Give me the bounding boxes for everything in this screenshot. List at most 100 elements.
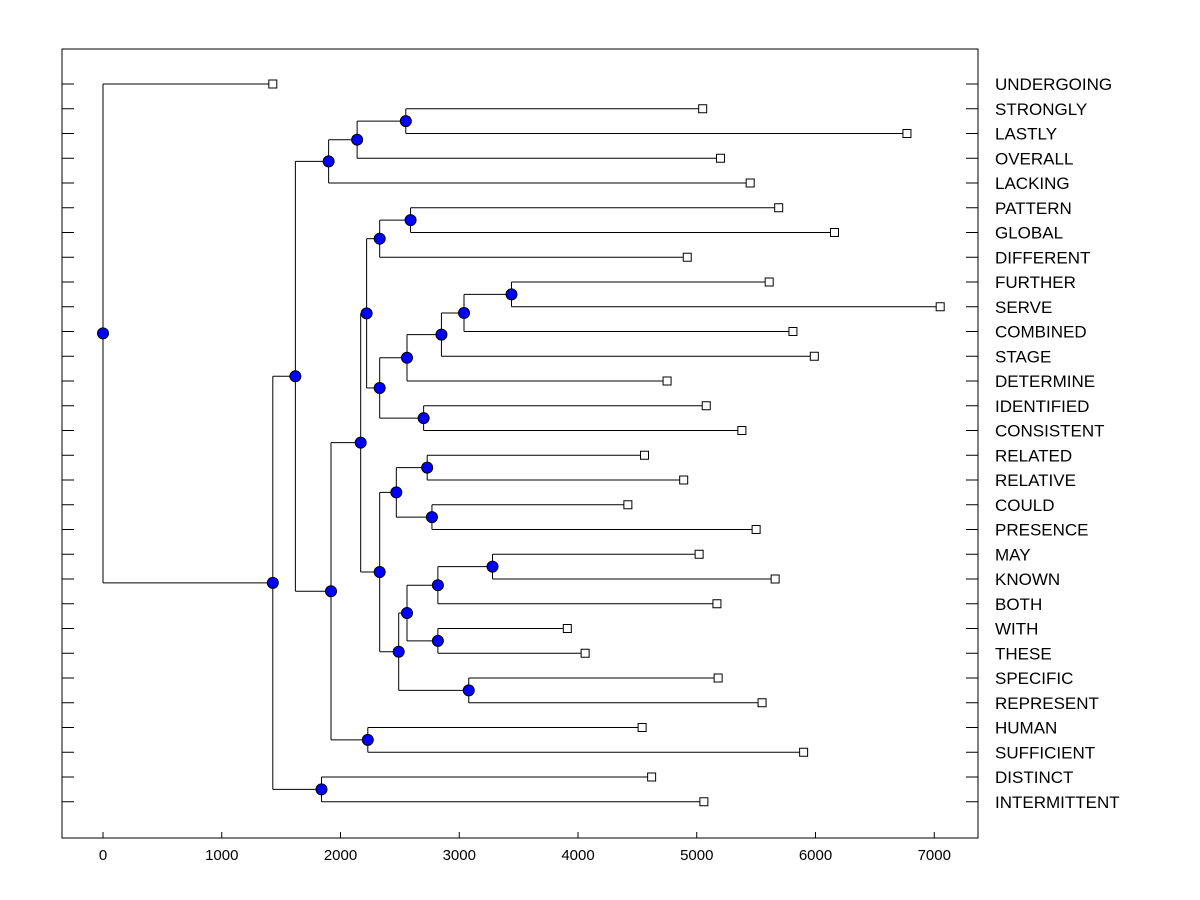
leaf-labels: UNDERGOING STRONGLY LASTLY OVERALL LACKING PA… [995, 75, 1120, 812]
leaf-marker [713, 673, 723, 683]
merge-node [505, 288, 518, 301]
leaf-label: STAGE [995, 347, 1051, 366]
merge-node [97, 327, 109, 340]
leaf-marker [737, 426, 747, 435]
merge-node [404, 214, 417, 227]
x-axis: 0 1000 2000 3000 4000 5000 6000 7000 [99, 832, 951, 864]
merge-node [373, 381, 386, 394]
merge-node [361, 733, 374, 746]
x-tick-label: 6000 [799, 847, 832, 864]
leaf-label: DETERMINE [995, 372, 1095, 391]
leaf-marker [764, 277, 774, 287]
leaf-marker [699, 797, 709, 807]
leaf-marker [935, 302, 945, 312]
merge-node [392, 645, 405, 658]
leaf-label: STRONGLY [995, 100, 1087, 119]
x-tick-label: 7000 [918, 847, 951, 864]
leaf-label: RELATED [995, 446, 1072, 465]
merge-node [462, 684, 475, 697]
merge-node [431, 579, 444, 592]
merge-node [401, 351, 413, 364]
leaf-label: IDENTIFIED [995, 397, 1089, 416]
leaf-label: KNOWN [995, 570, 1060, 589]
leaf-label: RELATIVE [995, 471, 1076, 490]
x-tick-label: 2000 [324, 847, 357, 864]
merge-node [322, 155, 335, 168]
merge-node [458, 306, 470, 319]
merge-node [266, 576, 279, 589]
leaf-marker [694, 549, 704, 559]
leaf-marker [799, 747, 809, 757]
merge-nodes [97, 115, 518, 796]
leaf-marker [637, 723, 647, 732]
leaf-label: PATTERN [995, 199, 1072, 218]
merge-node [354, 436, 367, 449]
merge-node [401, 607, 413, 620]
x-tick-label: 5000 [680, 847, 713, 864]
leaf-marker [268, 79, 278, 89]
leaf-marker [701, 401, 711, 411]
merge-node [486, 560, 499, 573]
leaf-marker [640, 450, 649, 460]
leaf-markers [268, 79, 945, 807]
merge-node [360, 307, 373, 320]
leaf-label: SPECIFIC [995, 669, 1073, 688]
leaf-label: COULD [995, 496, 1055, 515]
leaf-label: LASTLY [995, 125, 1057, 144]
leaf-marker [698, 104, 708, 114]
merge-node [373, 232, 386, 245]
leaf-marker [716, 153, 725, 163]
leaf-label: GLOBAL [995, 224, 1063, 243]
leaf-label: THESE [995, 644, 1052, 663]
leaf-label: FURTHER [995, 273, 1076, 292]
leaf-marker [712, 599, 722, 609]
leaf-marker [679, 475, 689, 485]
leaf-label: CONSISTENT [995, 422, 1105, 441]
leaf-marker [580, 648, 590, 658]
leaf-label: UNDERGOING [995, 75, 1112, 94]
merge-node [325, 585, 337, 598]
leaf-marker [647, 772, 657, 782]
leaf-marker [751, 525, 761, 534]
leaf-marker [745, 178, 755, 188]
leaf-label: SUFFICIENT [995, 743, 1095, 762]
leaf-marker [682, 252, 692, 262]
leaf-label: WITH [995, 620, 1038, 639]
leaf-marker [662, 376, 672, 386]
leaf-label: OVERALL [995, 149, 1073, 168]
leaf-label: COMBINED [995, 323, 1087, 342]
leaf-label: PRESENCE [995, 521, 1089, 540]
leaf-marker [770, 574, 780, 584]
leaf-label: LACKING [995, 174, 1070, 193]
leaf-label: INTERMITTENT [995, 793, 1120, 812]
leaf-marker [774, 203, 784, 213]
merge-node [435, 328, 448, 341]
leaf-marker [809, 351, 819, 361]
leaf-marker [902, 129, 912, 138]
merge-node [289, 370, 302, 383]
leaf-label: HUMAN [995, 719, 1057, 738]
y-axis-ticks [62, 83, 978, 803]
leaf-label: DISTINCT [995, 768, 1073, 787]
merge-node [417, 412, 430, 425]
merge-node [315, 783, 328, 796]
merge-node [351, 133, 364, 146]
leaf-label: BOTH [995, 595, 1042, 614]
leaf-marker [830, 228, 839, 237]
merge-node [373, 566, 386, 579]
merge-node [425, 511, 438, 524]
merge-node [399, 115, 412, 128]
leaf-marker [788, 327, 798, 336]
x-tick-label: 4000 [561, 847, 594, 864]
merge-node [390, 486, 403, 499]
leaf-label: MAY [995, 545, 1031, 564]
merge-node [421, 461, 434, 474]
leaf-marker [757, 698, 767, 708]
leaf-marker [623, 500, 633, 510]
dendrogram-edges [102, 83, 941, 803]
x-tick-label: 1000 [205, 847, 238, 864]
leaf-marker [562, 624, 572, 633]
leaf-label: REPRESENT [995, 694, 1099, 713]
leaf-label: SERVE [995, 298, 1052, 317]
x-tick-label: 0 [99, 847, 107, 864]
